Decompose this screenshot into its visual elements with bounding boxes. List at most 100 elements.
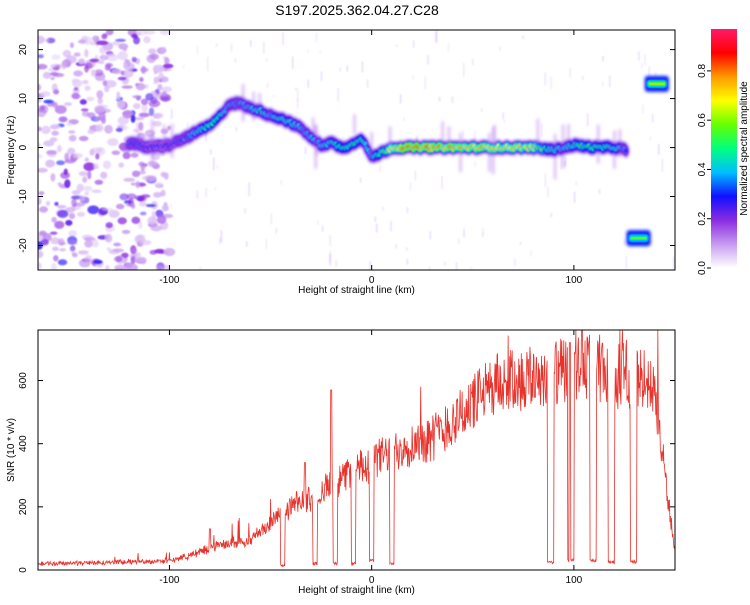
noise-streak (414, 170, 417, 181)
noise-streak (196, 190, 199, 199)
noise-streak (575, 181, 577, 186)
noise-blob (78, 58, 85, 65)
noise-blob (112, 68, 122, 75)
noise-blob (61, 60, 67, 70)
noise-blob (56, 209, 69, 218)
noise-blob (58, 116, 68, 123)
noise-streak (205, 187, 207, 197)
noise-blob (161, 86, 172, 93)
noise-streak (463, 228, 465, 238)
noise-streak (292, 56, 294, 69)
track-peak (624, 148, 628, 154)
noise-blob (124, 262, 136, 270)
noise-blob (56, 160, 66, 166)
track-streak (311, 117, 315, 137)
noise-blob (84, 62, 93, 70)
noise-blob (38, 54, 44, 59)
noise-blob (121, 124, 128, 131)
noise-blob (38, 197, 42, 206)
noise-streak (244, 208, 246, 214)
noise-streak (550, 213, 553, 218)
noise-streak (598, 189, 601, 194)
noise-blob (130, 114, 136, 123)
noise-streak (297, 88, 299, 102)
noise-blob (114, 256, 123, 263)
noise-streak (199, 266, 202, 270)
noise-streak (427, 54, 429, 65)
noise-streak (170, 204, 172, 208)
snr-frame (37, 329, 676, 571)
noise-streak (503, 119, 506, 123)
noise-blob (148, 48, 157, 55)
noise-blob (130, 152, 139, 158)
noise-streak (447, 43, 450, 52)
noise-streak (213, 157, 215, 171)
noise-streak (409, 181, 412, 191)
noise-streak (275, 228, 278, 234)
noise-blob (160, 189, 166, 197)
noise-blob (117, 76, 127, 81)
noise-streak (541, 123, 543, 138)
noise-blob (51, 216, 57, 223)
noise-blob (123, 69, 134, 78)
noise-streak (219, 237, 221, 245)
noise-blob (126, 59, 131, 67)
noise-streak (569, 67, 571, 78)
noise-blob (67, 147, 76, 155)
noise-blob (84, 157, 89, 162)
noise-blob (46, 150, 58, 155)
noise-blob (107, 138, 119, 146)
noise-blob (63, 168, 68, 176)
noise-streak (265, 58, 268, 62)
noise-blob (79, 99, 87, 105)
noise-blob (153, 76, 160, 83)
y-tick-label: 0 (18, 567, 29, 573)
y-tick-label: 20 (18, 44, 29, 56)
noise-blob (46, 37, 56, 44)
noise-streak (296, 98, 299, 109)
noise-blob (131, 56, 137, 63)
track-streak (441, 121, 444, 141)
noise-streak (382, 206, 384, 211)
noise-blob (42, 71, 52, 79)
noise-blob (162, 90, 167, 98)
noise-blob (137, 196, 145, 202)
noise-blob (135, 234, 146, 244)
noise-blob (84, 254, 93, 263)
noise-streak (329, 235, 331, 247)
segment-peak (648, 82, 665, 86)
noise-blob (130, 256, 136, 265)
noise-blob (87, 129, 95, 135)
noise-blob (94, 69, 104, 77)
noise-blob (71, 190, 81, 195)
noise-blob (145, 203, 157, 208)
noise-blob (152, 64, 165, 73)
noise-streak (215, 43, 218, 47)
snr-y-ticks: 0 200 400 600 (18, 372, 675, 573)
noise-blob (167, 125, 172, 131)
noise-blob (123, 177, 136, 182)
noise-blob (131, 248, 138, 253)
noise-streak (638, 51, 640, 61)
noise-streak (474, 130, 476, 140)
x-tick-label: 0 (369, 275, 375, 286)
noise-streak (406, 247, 408, 251)
noise-blob (74, 87, 79, 91)
noise-blob (118, 43, 129, 50)
noise-streak (424, 76, 426, 90)
noise-blob (106, 247, 112, 251)
noise-streak (329, 253, 331, 266)
noise-streak (644, 54, 646, 65)
noise-blob (65, 206, 76, 213)
noise-streak (399, 94, 402, 104)
snr-series-line (38, 330, 675, 568)
noise-blob (91, 239, 99, 248)
noise-streak (573, 191, 576, 203)
noise-blob (66, 121, 73, 127)
noise-blob (57, 259, 68, 266)
noise-blob (117, 116, 129, 125)
noise-streak (609, 75, 611, 88)
noise-streak (206, 57, 209, 71)
spectrogram-heatmap (38, 30, 675, 270)
track-streak (493, 124, 496, 149)
